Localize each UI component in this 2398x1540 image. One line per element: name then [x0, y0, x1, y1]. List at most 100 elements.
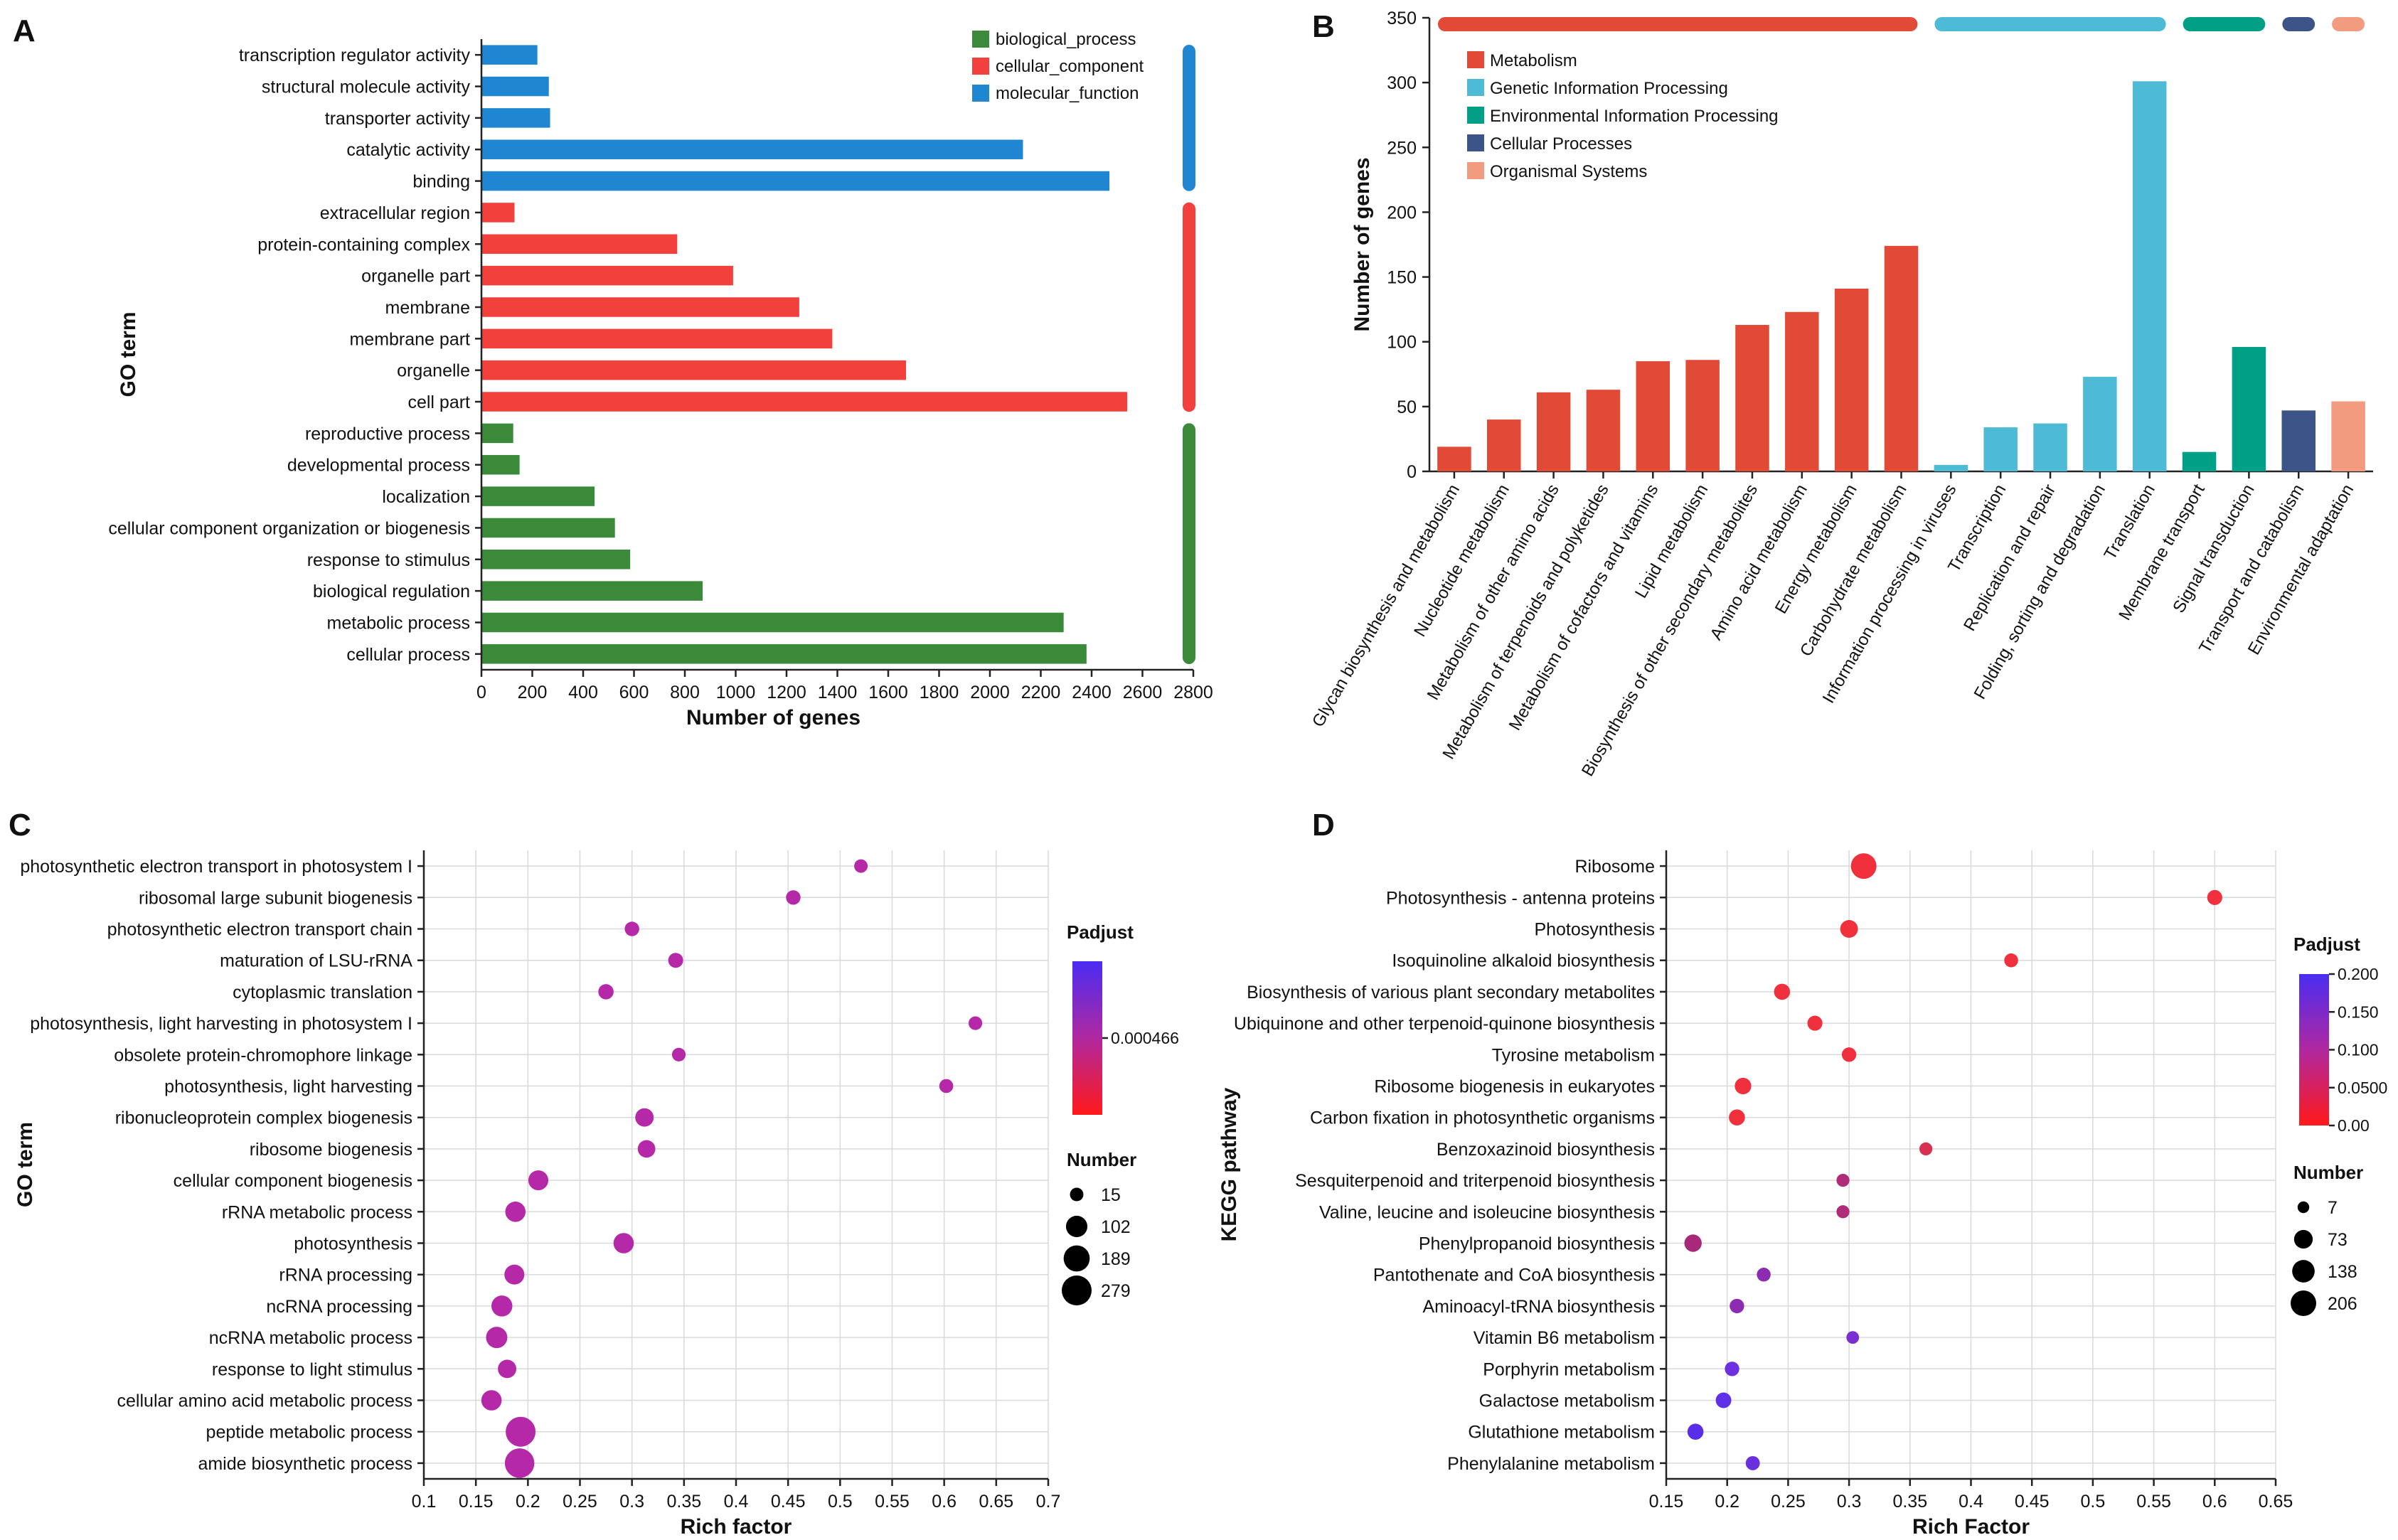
- category-label: biological regulation: [313, 582, 470, 601]
- category-label: photosynthesis, light harvesting: [164, 1077, 412, 1097]
- category-label: membrane: [385, 298, 471, 318]
- bar: [481, 360, 907, 380]
- x-tick-label: 0.45: [771, 1492, 806, 1512]
- data-point: [1715, 1392, 1732, 1408]
- data-point: [1774, 983, 1791, 1000]
- category-label: cellular component biogenesis: [174, 1171, 412, 1191]
- size-legend-title: Number: [2293, 1162, 2363, 1183]
- category-label: ncRNA metabolic process: [209, 1328, 412, 1348]
- bar: [481, 297, 799, 317]
- legend-swatch: [1467, 162, 1484, 179]
- category-label: Ubiquinone and other terpenoid-quinone b…: [1234, 1014, 1655, 1034]
- group-bracket: [2183, 17, 2266, 31]
- x-tick-label: 0.5: [828, 1492, 853, 1512]
- panel-c: C 0.1 0.15 0.2 0.25 0.3 0.35 0.4 0.45 0.5 0.55 0.6 0…: [9, 808, 1179, 1539]
- data-point: [1730, 1298, 1744, 1314]
- x-tick-label: 0.4: [724, 1492, 749, 1512]
- bar: [2182, 451, 2217, 471]
- data-point: [1734, 1077, 1752, 1095]
- panel-d: D 0.15 0.2 0.25 0.3 0.35 0.4 0.45 0.5 0.55 0.6 0.65…: [1217, 808, 2387, 1539]
- category-label: organelle: [397, 361, 470, 381]
- size-legend-circle: [1063, 1245, 1090, 1272]
- data-point: [854, 859, 868, 873]
- data-point: [1846, 1331, 1860, 1344]
- size-legend-label: 189: [1101, 1249, 1131, 1269]
- legend-swatch: [1467, 79, 1484, 96]
- category-label: Benzoxazinoid biosynthesis: [1437, 1140, 1655, 1160]
- color-legend-label: 0.150: [2338, 1002, 2379, 1021]
- group-bracket: [2282, 17, 2316, 31]
- x-tick-label: 0.15: [459, 1492, 494, 1512]
- x-tick-label: 1400: [818, 683, 858, 702]
- y-tick-label: 300: [1387, 73, 1417, 93]
- bar: [2281, 410, 2316, 471]
- data-point: [968, 1016, 983, 1030]
- panel-label: D: [1312, 808, 1335, 843]
- x-tick-label: 2600: [1123, 683, 1163, 702]
- category-label: protein-containing complex: [257, 235, 470, 255]
- x-tick-label: 0.55: [875, 1492, 910, 1512]
- bar: [481, 518, 615, 538]
- y-tick-label: 250: [1387, 138, 1417, 158]
- data-point: [504, 1448, 535, 1478]
- group-bracket: [1438, 17, 1918, 31]
- size-legend-label: 279: [1101, 1281, 1131, 1301]
- category-label: structural molecule activity: [262, 77, 471, 97]
- x-tick-label: 0.7: [1036, 1492, 1061, 1512]
- data-point: [671, 1047, 686, 1062]
- category-label: ribosomal large subunit biogenesis: [139, 888, 412, 908]
- group-bracket: [2332, 17, 2365, 31]
- data-point: [1836, 1173, 1850, 1187]
- x-tick-label: 400: [568, 683, 598, 702]
- bar: [481, 45, 538, 65]
- legend-swatch: [972, 85, 989, 102]
- data-point: [1745, 1455, 1760, 1470]
- x-tick-label: 1800: [920, 683, 959, 702]
- category-label: Ribosome biogenesis in eukaryotes: [1374, 1077, 1655, 1097]
- x-tick-label: 0.15: [1649, 1492, 1684, 1512]
- category-label: photosynthesis: [294, 1234, 412, 1254]
- size-legend-circle: [2293, 1229, 2313, 1249]
- bar: [1536, 392, 1571, 471]
- color-legend-title: Padjust: [1067, 921, 1134, 943]
- x-tick-label: 0.6: [932, 1492, 956, 1512]
- legend-label: molecular_function: [996, 84, 1139, 103]
- x-axis-title: Number of genes: [686, 706, 860, 729]
- legend-label: Environmental Information Processing: [1490, 107, 1779, 126]
- x-tick-label: 0.2: [1715, 1492, 1739, 1512]
- category-label: ribonucleoprotein complex biogenesis: [115, 1108, 412, 1128]
- category-label: transcription regulator activity: [239, 46, 471, 65]
- category-label: cellular component organization or bioge…: [108, 518, 470, 538]
- x-tick-label: 0.55: [2136, 1492, 2171, 1512]
- bar: [1884, 245, 1919, 471]
- category-label: rRNA metabolic process: [222, 1202, 412, 1222]
- color-legend-label: 0.0500: [2338, 1079, 2387, 1097]
- bar: [481, 139, 1023, 159]
- bar: [1586, 390, 1621, 471]
- category-label: rRNA processing: [279, 1266, 412, 1285]
- bar: [481, 392, 1128, 412]
- bar: [2132, 81, 2167, 471]
- legend-swatch: [1467, 134, 1484, 151]
- size-legend-circle: [1065, 1215, 1088, 1238]
- size-legend-circle: [1070, 1187, 1084, 1202]
- panel-label: A: [13, 14, 36, 48]
- category-label: cellular process: [346, 645, 470, 665]
- x-tick-label: 0.2: [516, 1492, 540, 1512]
- bar: [481, 612, 1064, 633]
- category-label: Sesquiterpenoid and triterpenoid biosynt…: [1295, 1171, 1655, 1191]
- x-tick-label: 0.25: [1771, 1492, 1806, 1512]
- category-label: Phenylalanine metabolism: [1447, 1454, 1655, 1474]
- bar: [481, 328, 833, 349]
- y-tick-label: 100: [1387, 333, 1417, 353]
- category-label: Glutathione metabolism: [1468, 1423, 1655, 1443]
- legend-label: biological_process: [996, 30, 1136, 49]
- bar: [2232, 347, 2266, 471]
- group-bracket: [1183, 423, 1195, 664]
- size-legend-circle: [2291, 1290, 2316, 1316]
- x-tick-label: 0.5: [2081, 1492, 2106, 1512]
- data-point: [1725, 1362, 1739, 1376]
- x-tick-label: 2200: [1021, 683, 1061, 702]
- data-point: [1840, 920, 1858, 938]
- category-label: localization: [382, 487, 470, 507]
